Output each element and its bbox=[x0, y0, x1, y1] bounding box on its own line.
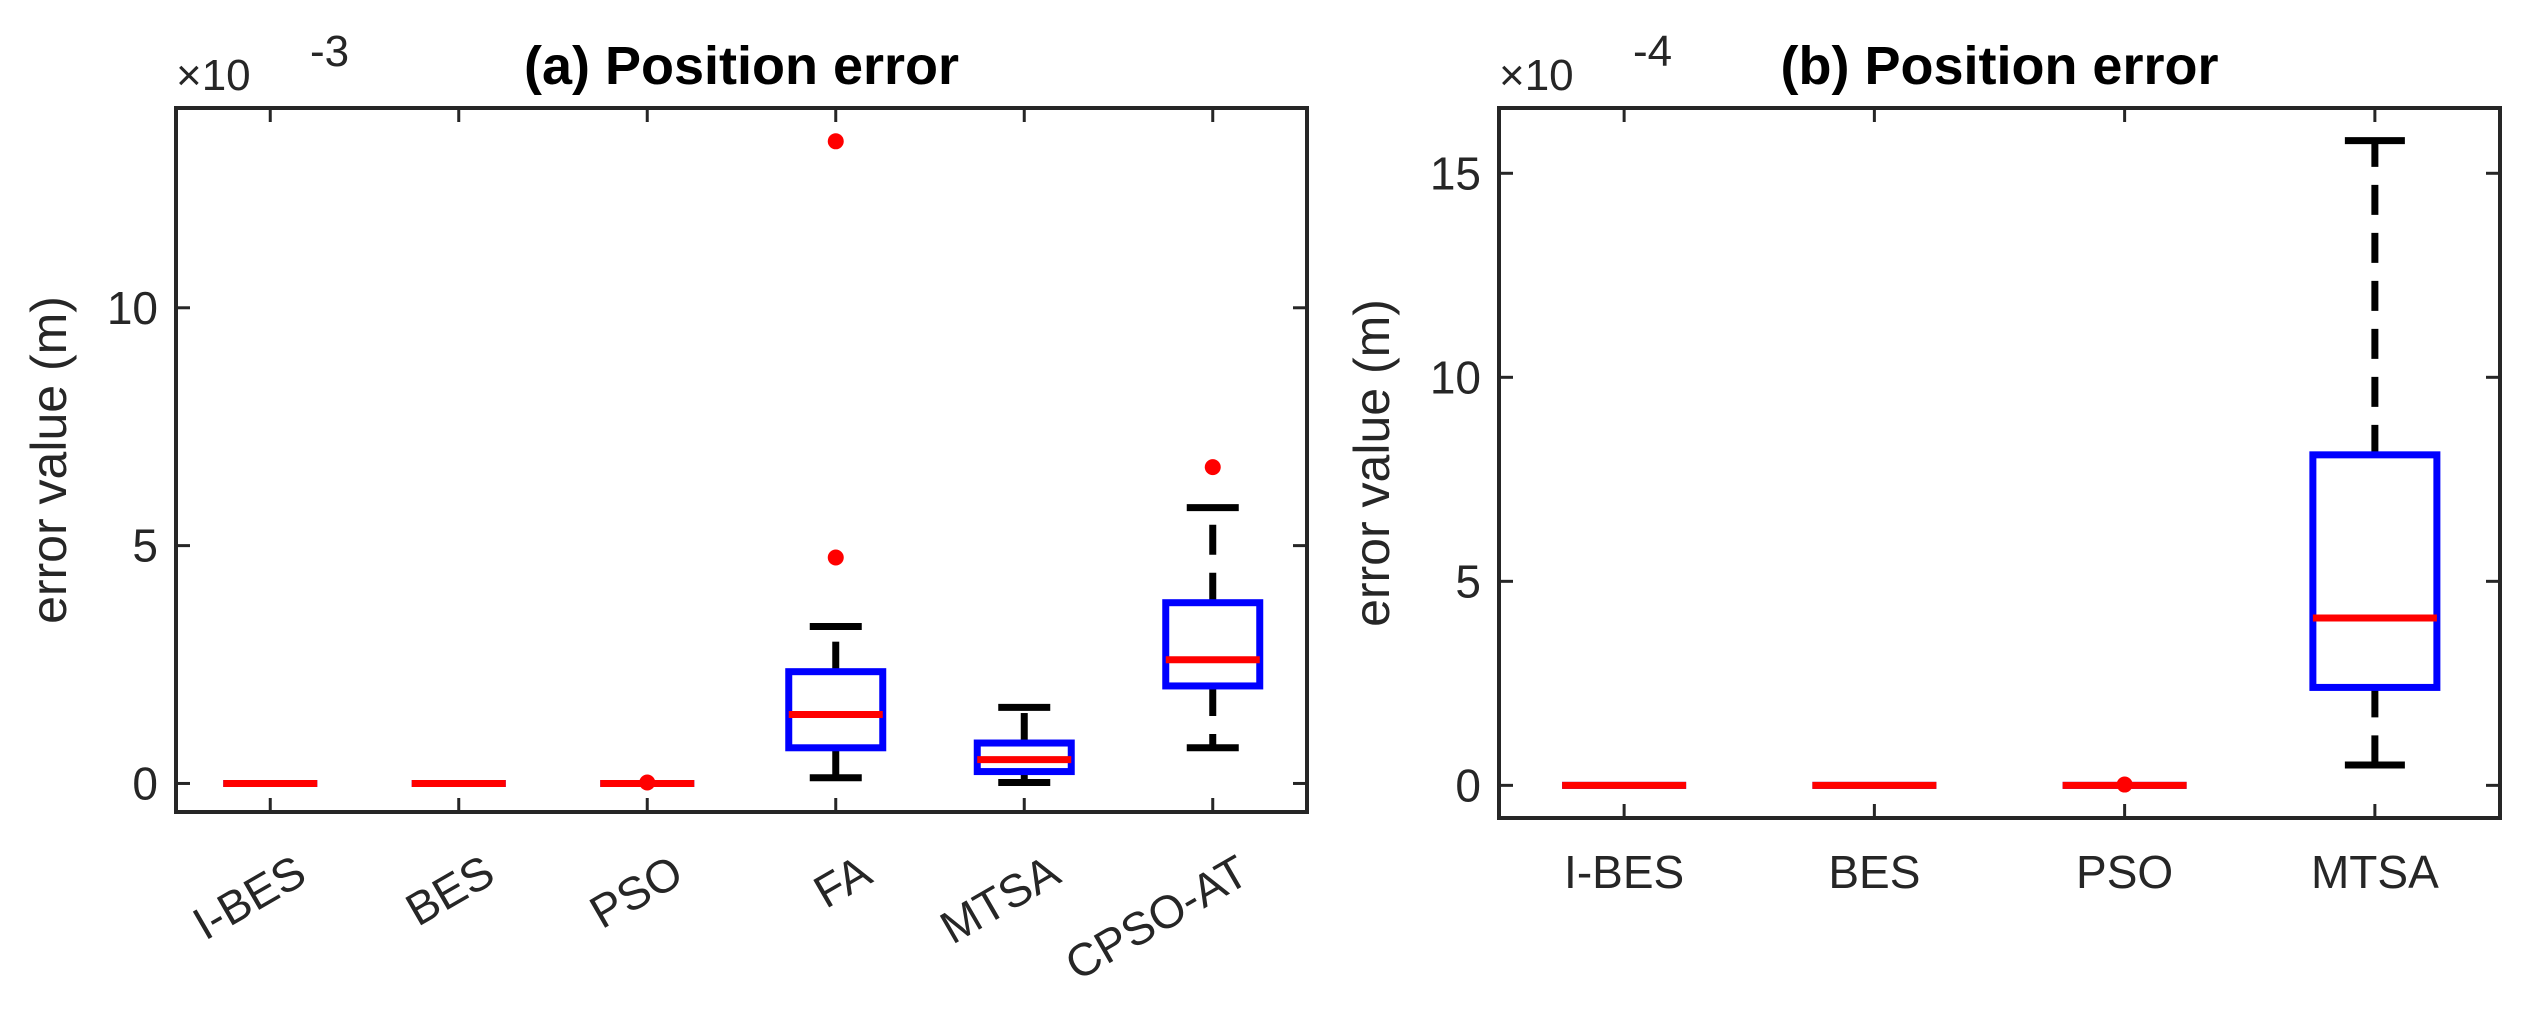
box-fa bbox=[785, 133, 887, 782]
y-exponent-label: ×10 bbox=[176, 51, 251, 100]
y-exponent-power: -3 bbox=[310, 27, 349, 76]
outlier-point bbox=[827, 133, 844, 150]
chart-title: (b) Position error bbox=[1780, 36, 2218, 96]
box-cpso-at bbox=[1162, 459, 1264, 752]
outlier-point bbox=[1204, 459, 1221, 476]
iqr-box bbox=[1162, 599, 1264, 690]
box-mtsa bbox=[2309, 137, 2441, 769]
x-category-label: MTSA bbox=[931, 845, 1068, 954]
x-category-label: CPSO-AT bbox=[1056, 845, 1256, 991]
y-axis-label: error value (m) bbox=[21, 296, 77, 624]
axes-frame bbox=[1497, 106, 2502, 820]
outlier-point bbox=[2116, 776, 2133, 793]
y-tick-label: 10 bbox=[107, 282, 158, 334]
y-tick-label: 0 bbox=[132, 757, 158, 809]
chart-title: (a) Position error bbox=[524, 36, 959, 96]
y-tick-label: 10 bbox=[1430, 351, 1481, 403]
y-tick-label: 5 bbox=[1455, 555, 1481, 607]
axes-frame bbox=[174, 106, 1309, 814]
iqr-box bbox=[785, 668, 887, 752]
y-tick-label: 5 bbox=[132, 520, 158, 572]
x-category-label: PSO bbox=[2076, 846, 2173, 898]
x-category-label: BES bbox=[397, 845, 503, 936]
chart-panel-b: 0 5 10 15 I-BES BES PSO MTSA (b) Position error ×… bbox=[1344, 27, 2502, 898]
x-category-label: I-BES bbox=[184, 845, 314, 950]
y-tick-label: 15 bbox=[1430, 147, 1481, 199]
x-category-label: PSO bbox=[581, 845, 691, 939]
y-exponent-power: -4 bbox=[1633, 27, 1672, 76]
outlier-point bbox=[827, 549, 844, 566]
x-category-label: I-BES bbox=[1564, 846, 1684, 898]
y-axis-label: error value (m) bbox=[1344, 299, 1400, 627]
box-mtsa bbox=[973, 703, 1075, 787]
y-tick-label: 0 bbox=[1455, 759, 1481, 811]
x-category-label: MTSA bbox=[2311, 846, 2439, 898]
x-category-label: FA bbox=[805, 845, 880, 918]
outlier-point bbox=[639, 774, 656, 791]
iqr-box bbox=[2309, 451, 2441, 691]
box-pso bbox=[600, 774, 695, 791]
x-category-label: BES bbox=[1828, 846, 1920, 898]
box-pso bbox=[2062, 776, 2187, 793]
y-exponent-label: ×10 bbox=[1499, 51, 1574, 100]
